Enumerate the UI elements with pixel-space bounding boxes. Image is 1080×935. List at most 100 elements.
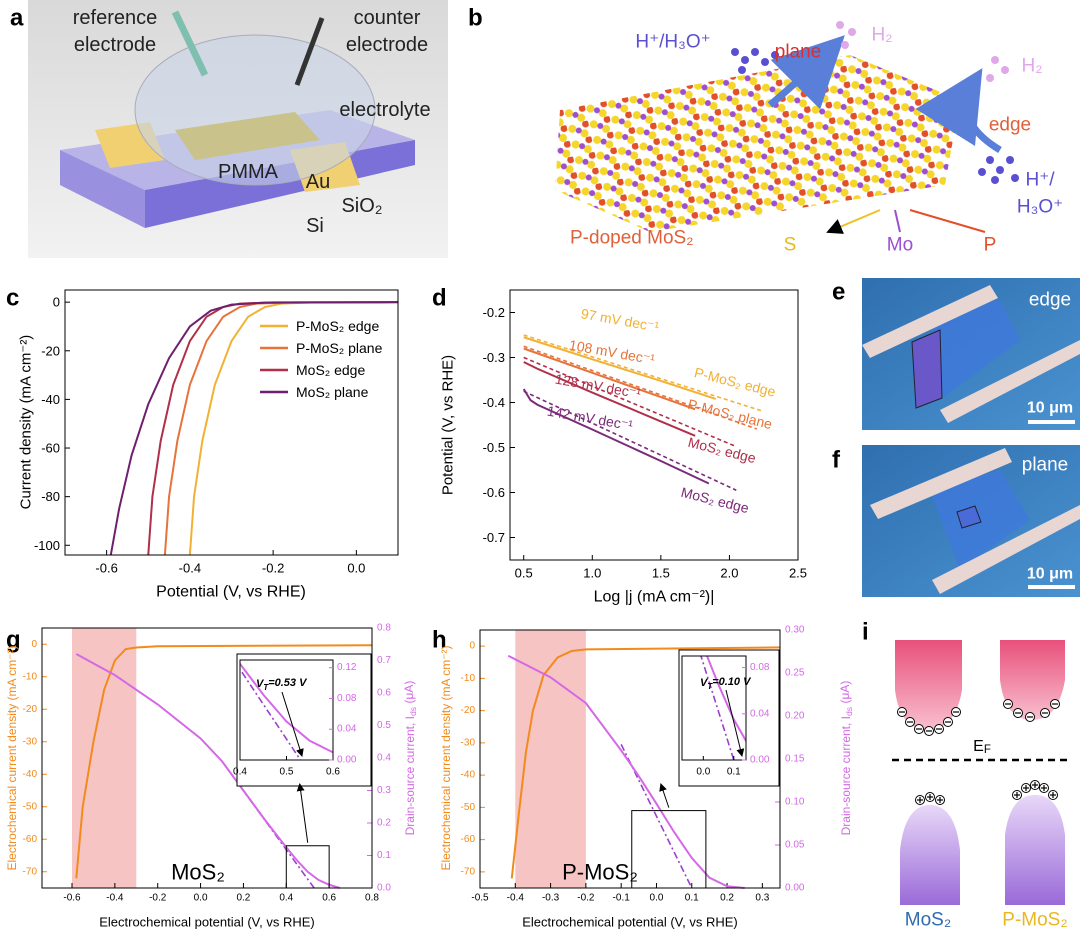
x-axis-label: Potential (V, vs RHE) <box>156 584 306 601</box>
label: reference <box>73 7 158 29</box>
text-part: (μA) <box>402 681 416 707</box>
zoom-box <box>631 810 707 889</box>
inset-x-tick-label: 0.5 <box>280 767 294 778</box>
fit-line <box>523 356 737 448</box>
plot-frame <box>509 289 799 561</box>
x-tick-label: 0.1 <box>685 893 699 904</box>
y2-tick-label: 0.15 <box>785 754 805 765</box>
counter-electrode <box>294 17 325 86</box>
y2-tick-label: 0.5 <box>377 720 391 731</box>
fit-line <box>523 345 758 430</box>
x-tick-label: 0.0 <box>347 561 365 576</box>
label: PMMA <box>218 161 279 183</box>
y-tick-label: -50 <box>23 801 38 812</box>
x-tick-label: 0.0 <box>650 893 664 904</box>
x-tick-label: 0.2 <box>720 893 734 904</box>
plot-frame <box>41 627 373 889</box>
text-part: Drain-source current, I <box>403 716 417 835</box>
x-tick-label: 0.5 <box>515 566 533 581</box>
x-tick-label: -0.3 <box>542 893 560 904</box>
y-tick-label: -0.3 <box>483 350 505 365</box>
conduction-band <box>1000 640 1065 720</box>
proton-cluster <box>731 48 1019 184</box>
y2-tick-label: 0.7 <box>377 655 391 666</box>
x-tick-label: -0.2 <box>262 561 284 576</box>
y-tick-label: -30 <box>23 736 38 747</box>
y2-tick-label: 0.2 <box>377 818 391 829</box>
inset-x-tick-label: 0.4 <box>233 767 247 778</box>
y2-tick-label: 0.20 <box>785 711 805 722</box>
y-tick-label: -70 <box>23 866 38 877</box>
y-axis-label: Electrochemical current density (mA cm⁻²… <box>5 645 19 870</box>
x-tick-label: -0.4 <box>106 893 124 904</box>
y-tick-label: -60 <box>41 441 60 456</box>
annotation: MoS₂ <box>171 860 225 885</box>
y-tick-label: -10 <box>461 673 476 684</box>
electrode <box>862 285 998 358</box>
label: P-MoS₂ <box>1002 910 1067 931</box>
y-axis-label: Electrochemical current density (mA cm⁻²… <box>439 645 453 870</box>
label: electrode <box>346 34 428 56</box>
label: Mo <box>887 235 913 256</box>
fit-line <box>240 667 302 760</box>
inset-arrow <box>725 689 745 757</box>
label: P <box>984 235 997 256</box>
inset-plot <box>240 662 333 760</box>
y-tick-label: -60 <box>461 834 476 845</box>
y-tick-label: 0 <box>469 641 475 652</box>
label: Au <box>306 171 330 193</box>
text-part: Drain-source current, I <box>839 716 853 835</box>
y-tick-label: -70 <box>461 866 476 877</box>
x-tick-label: 2.5 <box>789 566 807 581</box>
flake <box>956 505 982 529</box>
subscript: T <box>263 682 269 691</box>
label: edge <box>989 115 1031 136</box>
x-tick-label: 0.8 <box>365 893 379 904</box>
x-tick-label: -0.2 <box>577 893 595 904</box>
y-tick-label: -40 <box>41 392 60 407</box>
y2-tick-label: 0.05 <box>785 840 805 851</box>
x-tick-label: -0.6 <box>63 893 81 904</box>
label: electrode <box>74 34 156 56</box>
reference-electrode <box>171 10 209 77</box>
y-tick-label: -40 <box>23 769 38 780</box>
x-tick-label: 2.0 <box>720 566 738 581</box>
inset-x-tick-label: 0.1 <box>727 767 741 778</box>
label: MoS₂ <box>905 910 951 931</box>
h2-cluster <box>836 21 1009 82</box>
inset-frame <box>236 653 372 787</box>
y2-tick-label: 0.30 <box>785 625 805 636</box>
data-line <box>75 644 373 879</box>
chart: -0.6 -0.4 -0.2 0.0 0.2 0.4 0.6 0.8 0 -10 -20 -30 -40… <box>5 623 418 930</box>
axis-arrow <box>909 209 986 233</box>
y-tick-label: -60 <box>23 834 38 845</box>
axis-arrow <box>826 209 881 234</box>
scale-label: 10 μm <box>1027 566 1073 583</box>
label: electrolyte <box>339 99 430 121</box>
y-tick-label: -20 <box>461 705 476 716</box>
data-line <box>523 347 696 411</box>
y2-axis-label: Drain-source current, Ids (μA) <box>838 681 854 836</box>
x-tick-label: 1.5 <box>652 566 670 581</box>
y-tick-label: -0.6 <box>483 485 505 500</box>
y-tick-label: -0.5 <box>483 440 505 455</box>
chart: -0.6 -0.4 -0.2 0.0 0 -20 -40 -60 -80 -100 Potentia… <box>18 289 399 601</box>
inset-y-tick-label: 0.00 <box>750 755 770 766</box>
flake <box>911 329 943 409</box>
panel-label: i <box>862 619 869 646</box>
y-tick-label: 0 <box>31 639 37 650</box>
text-part: =0.10 V <box>712 676 752 688</box>
inset-axes <box>681 655 747 761</box>
chart: -0.5 -0.4 -0.3 -0.2 -0.1 0.0 0.1 0.2 0.30-10-20-… <box>439 625 854 930</box>
y-tick-label: -0.4 <box>483 395 505 410</box>
y2-axis-label: Drain-source current, Ids (μA) <box>402 681 418 836</box>
axis-arrow <box>894 209 901 233</box>
data-line <box>523 361 696 437</box>
data-line <box>523 336 717 400</box>
inset-y-tick-label: 0.04 <box>750 708 770 719</box>
y-tick-label: -20 <box>23 704 38 715</box>
mos2-flake <box>175 112 320 160</box>
y-tick-label: -50 <box>461 802 476 813</box>
y-tick-label: -10 <box>23 671 38 682</box>
